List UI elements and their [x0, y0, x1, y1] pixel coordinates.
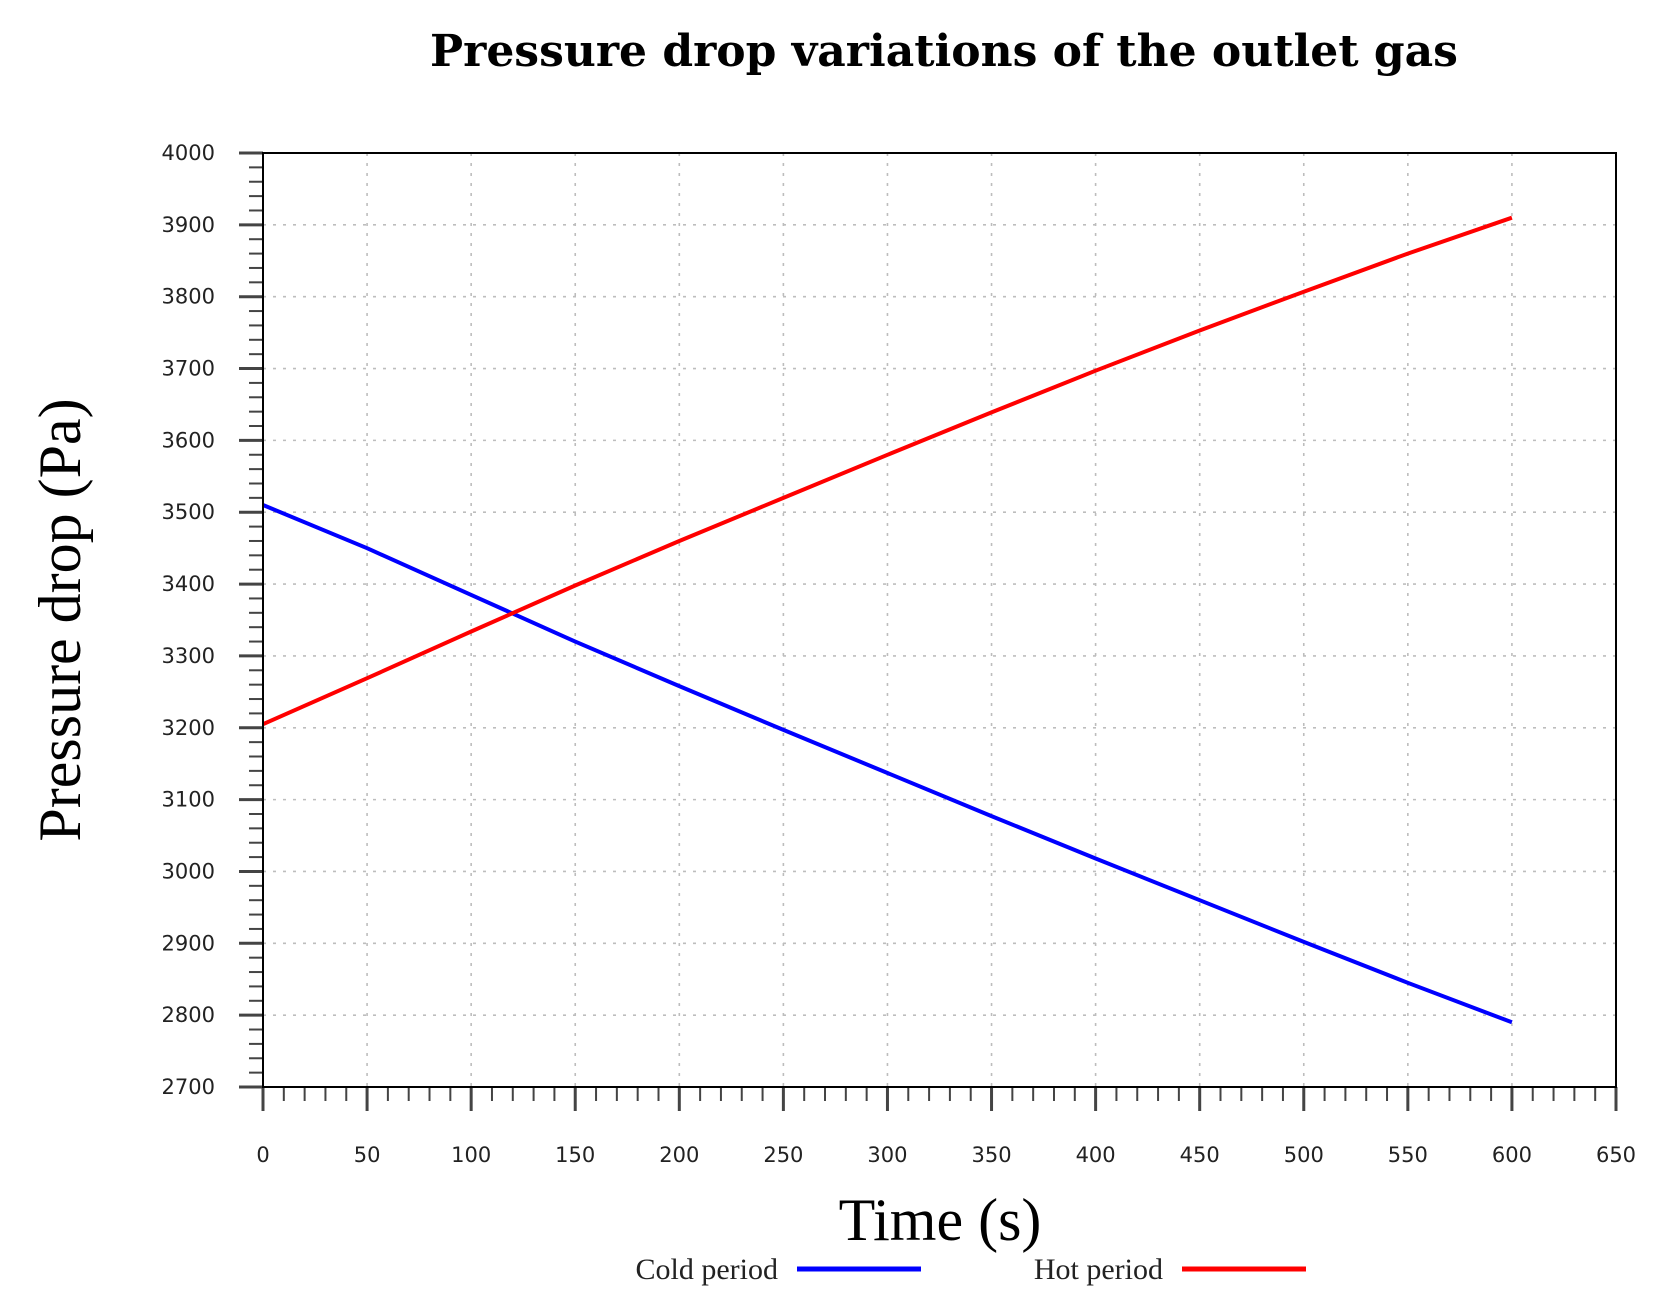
- y-tick-label: 2900: [162, 931, 215, 955]
- series-line-cold-period: [262, 503, 1513, 1025]
- grid-layer: [263, 153, 1616, 1087]
- x-tick-label: 300: [867, 1143, 907, 1167]
- x-tick-label: 350: [971, 1143, 1011, 1167]
- y-axis-label: Pressure drop (Pa): [27, 398, 93, 841]
- x-tick-label: 450: [1180, 1143, 1220, 1167]
- y-tick-label: 3800: [162, 285, 215, 309]
- x-tick-label: 650: [1596, 1143, 1636, 1167]
- series-line-hot-period: [262, 215, 1513, 727]
- x-tick-label: 0: [256, 1143, 269, 1167]
- x-tick-label: 200: [659, 1143, 699, 1167]
- x-tick-label: 150: [555, 1143, 595, 1167]
- y-tick-label: 3700: [162, 357, 215, 381]
- y-tick-label: 3300: [162, 644, 215, 668]
- y-tick-label: 3900: [162, 213, 215, 237]
- x-tick-label: 400: [1076, 1143, 1116, 1167]
- legend-label-hot: Hot period: [1034, 1253, 1163, 1286]
- y-tick-label: 3400: [162, 572, 215, 596]
- plot-frame: [262, 152, 1617, 1088]
- x-tick-label: 250: [763, 1143, 803, 1167]
- y-tick-label: 2700: [162, 1075, 215, 1099]
- y-tick-label: 3000: [162, 859, 215, 883]
- chart-title: Pressure drop variations of the outlet g…: [430, 26, 1458, 77]
- x-tick-label: 550: [1388, 1143, 1428, 1167]
- y-tick-label: 3200: [162, 716, 215, 740]
- x-tick-label: 100: [451, 1143, 491, 1167]
- axis-layer: 0 50 100 150 200 250 300 350 400 450 500 550 600 650 2…: [162, 141, 1637, 1167]
- y-tick-label: 4000: [162, 141, 215, 165]
- x-axis-label: Time (s): [839, 1187, 1042, 1253]
- series-layer: [262, 215, 1513, 1025]
- y-tick-label: 3600: [162, 428, 215, 452]
- x-tick-label: 50: [354, 1143, 381, 1167]
- x-tick-label: 500: [1284, 1143, 1324, 1167]
- legend-label-cold: Cold period: [636, 1253, 779, 1286]
- y-tick-label: 3500: [162, 500, 215, 524]
- y-tick-label: 3100: [162, 788, 215, 812]
- y-tick-label: 2800: [162, 1003, 215, 1027]
- x-tick-label: 600: [1492, 1143, 1532, 1167]
- legend: Cold period Hot period: [636, 1253, 1306, 1286]
